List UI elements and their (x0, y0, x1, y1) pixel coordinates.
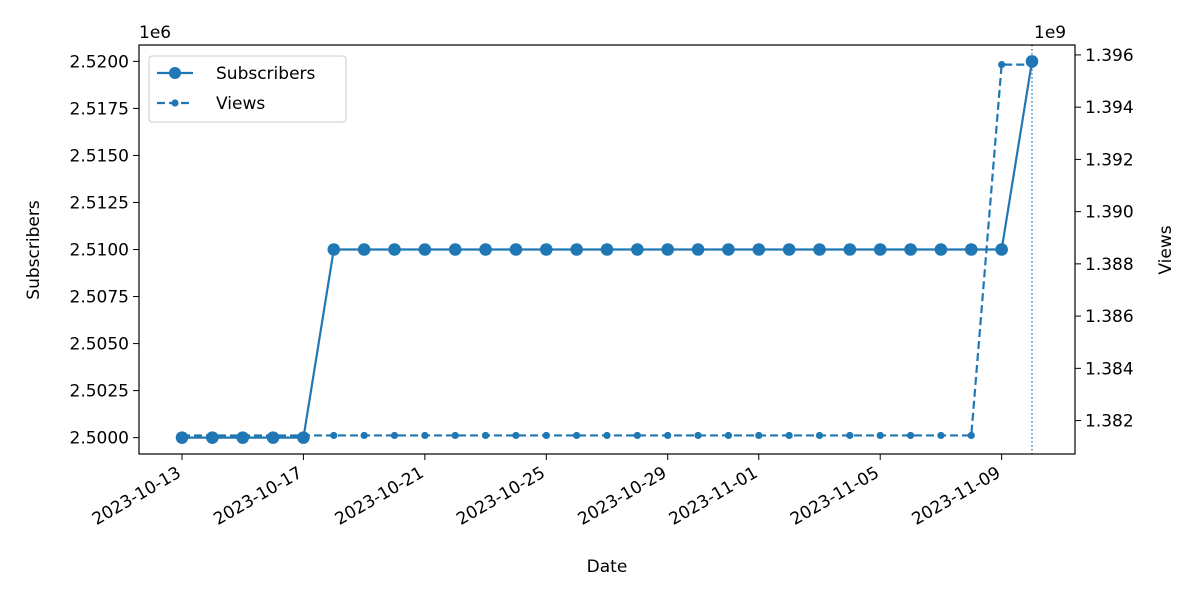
point-subscribers (934, 243, 948, 256)
x-tick-label: 2023-11-09 (909, 463, 1005, 530)
point-views (451, 431, 459, 440)
y2-tick-label: 1.388 (1085, 255, 1134, 275)
point-subscribers (631, 243, 644, 256)
point-views (937, 431, 945, 440)
point-subscribers (448, 243, 462, 256)
y2-tick-label: 1.386 (1085, 307, 1134, 327)
y-tick-label: 2.5000 (70, 429, 129, 449)
point-views (299, 431, 308, 440)
point-subscribers (479, 243, 492, 256)
legend: Subscribers Views (148, 55, 347, 123)
point-subscribers (661, 243, 675, 256)
y-tick-label: 2.5025 (70, 382, 129, 402)
x-tick-label: 2023-10-25 (453, 463, 549, 530)
point-views (1028, 60, 1036, 69)
point-views (906, 431, 915, 440)
point-views (360, 431, 368, 440)
point-views (694, 431, 702, 440)
y-tick-label: 2.5100 (70, 241, 129, 261)
legend-label-views: Views (216, 94, 265, 114)
point-subscribers (539, 243, 553, 256)
y-axis-label: Subscribers (24, 200, 44, 300)
y-tick-label: 2.5075 (70, 288, 129, 308)
y-tick-label: 2.5150 (70, 146, 129, 166)
point-views (208, 431, 216, 440)
point-subscribers (600, 243, 614, 256)
x-tick-label: 2023-11-05 (787, 463, 883, 530)
point-views (421, 431, 429, 440)
legend-box (148, 55, 347, 123)
series-layer (175, 55, 1039, 444)
x-tick-label: 2023-10-29 (575, 463, 671, 530)
point-views (512, 431, 520, 440)
y2-tick-label: 1.394 (1085, 98, 1134, 118)
point-views (846, 431, 854, 440)
y-tick-label: 2.5175 (70, 99, 129, 119)
point-subscribers (327, 243, 341, 256)
point-views (755, 431, 763, 440)
x-tick-label: 2023-10-17 (210, 463, 306, 530)
point-views (815, 431, 824, 440)
y-tick-label: 2.5050 (70, 335, 129, 355)
point-subscribers (995, 243, 1008, 256)
point-subscribers (691, 243, 705, 256)
point-subscribers (388, 243, 401, 256)
y2-tick-label: 1.382 (1085, 412, 1134, 432)
point-subscribers (782, 243, 796, 256)
y2-tick-label: 1.384 (1085, 359, 1134, 379)
y-tick-label: 2.5125 (70, 193, 129, 213)
y2-tick-label: 1.390 (1085, 203, 1134, 223)
x-axis-label: Date (587, 557, 628, 577)
legend-marker-views (171, 99, 179, 107)
x-tick-label: 2023-10-21 (332, 463, 428, 530)
legend-label-subscribers: Subscribers (216, 64, 316, 84)
point-subscribers (752, 243, 766, 256)
point-subscribers (722, 243, 735, 256)
point-subscribers (813, 243, 826, 256)
x-tick-label: 2023-10-13 (89, 463, 185, 530)
y-axis-left: 2.5000 2.5025 2.5050 2.5075 2.5100 2.5125 2.51… (70, 52, 139, 449)
point-views (603, 431, 611, 440)
y2-multiplier-label: 1e9 (1034, 23, 1066, 43)
point-views (178, 431, 186, 440)
point-subscribers (843, 243, 857, 256)
point-subscribers (570, 243, 583, 256)
legend-marker-subscribers (169, 67, 181, 79)
point-subscribers (964, 243, 978, 256)
point-views (998, 60, 1006, 69)
y-axis-right: 1.382 1.384 1.386 1.388 1.390 1.392 1.394 1.396 (1075, 46, 1134, 432)
point-views (724, 431, 733, 440)
point-views (239, 431, 247, 440)
point-views (269, 431, 277, 440)
y2-tick-label: 1.396 (1085, 46, 1134, 66)
y-tick-label: 2.5200 (70, 52, 129, 72)
point-views (542, 431, 550, 440)
point-views (390, 431, 399, 440)
point-views (481, 431, 490, 440)
point-subscribers (904, 243, 917, 256)
x-tick-label: 2023-11-01 (666, 463, 762, 530)
point-views (876, 431, 884, 440)
y2-axis-label: Views (1156, 225, 1176, 274)
point-views (330, 431, 338, 440)
point-views (633, 431, 641, 440)
y-multiplier-label: 1e6 (139, 23, 171, 43)
point-subscribers (418, 243, 432, 256)
point-subscribers (873, 243, 887, 256)
x-axis: 2023-10-13 2023-10-17 2023-10-21 2023-10-25… (89, 454, 1004, 530)
point-subscribers (509, 243, 523, 256)
point-views (967, 431, 975, 440)
point-views (664, 431, 672, 440)
y2-tick-label: 1.392 (1085, 150, 1134, 170)
point-subscribers (357, 243, 371, 256)
point-views (785, 431, 793, 440)
point-views (573, 431, 581, 440)
